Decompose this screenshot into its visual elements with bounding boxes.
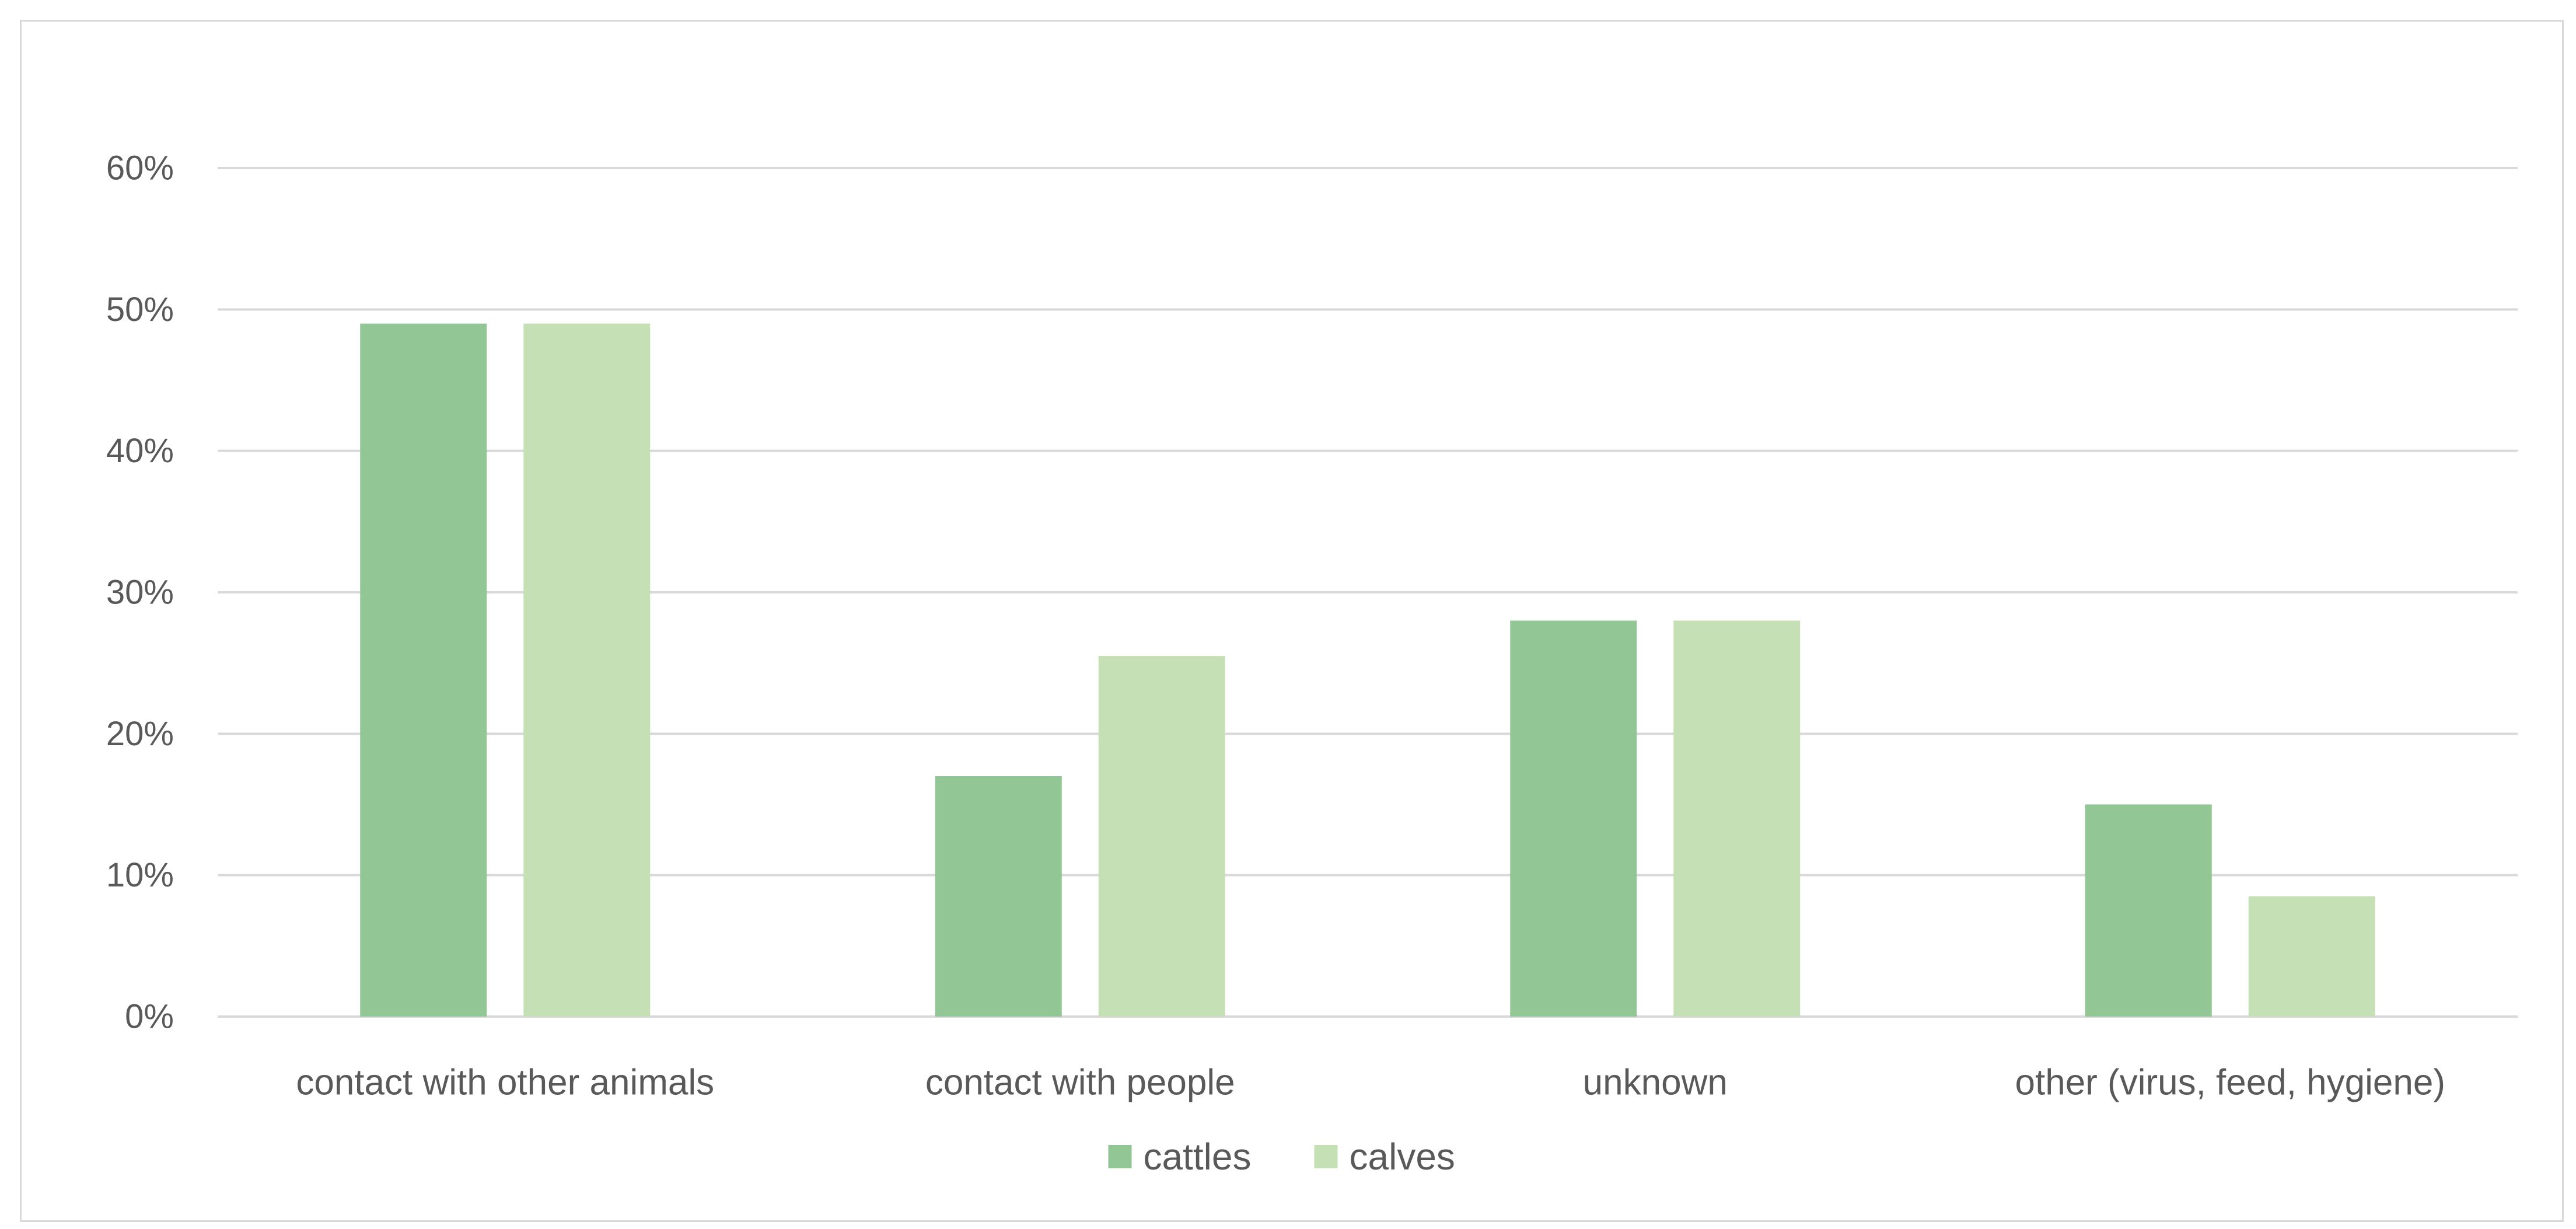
legend-swatch-cattles — [1108, 1145, 1132, 1168]
y-tick-label: 30% — [106, 574, 174, 612]
bar-cattles — [2085, 804, 2212, 1017]
y-tick-label: 60% — [106, 149, 174, 187]
x-tick-label: contact with people — [925, 1063, 1235, 1103]
x-tick-label: unknown — [1583, 1063, 1728, 1103]
bar-cattles — [1510, 620, 1637, 1017]
bar-cattles — [360, 323, 487, 1017]
legend-label-calves: calves — [1350, 1136, 1455, 1178]
legend-swatch-calves — [1314, 1145, 1338, 1168]
x-tick-label: contact with other animals — [296, 1063, 714, 1103]
y-tick-label: 50% — [106, 291, 174, 329]
bar-calves — [523, 323, 651, 1017]
legend-label-cattles: cattles — [1144, 1136, 1252, 1178]
y-tick-label: 10% — [106, 856, 174, 894]
bar-cattles — [935, 776, 1062, 1017]
y-tick-label: 40% — [106, 432, 174, 470]
y-tick-label: 0% — [125, 998, 174, 1036]
y-tick-label: 20% — [106, 715, 174, 753]
x-tick-label: other (virus, feed, hygiene) — [2015, 1063, 2446, 1103]
bar-calves — [1673, 620, 1801, 1017]
bar-calves — [2248, 896, 2375, 1017]
bar-calves — [1098, 656, 1225, 1017]
